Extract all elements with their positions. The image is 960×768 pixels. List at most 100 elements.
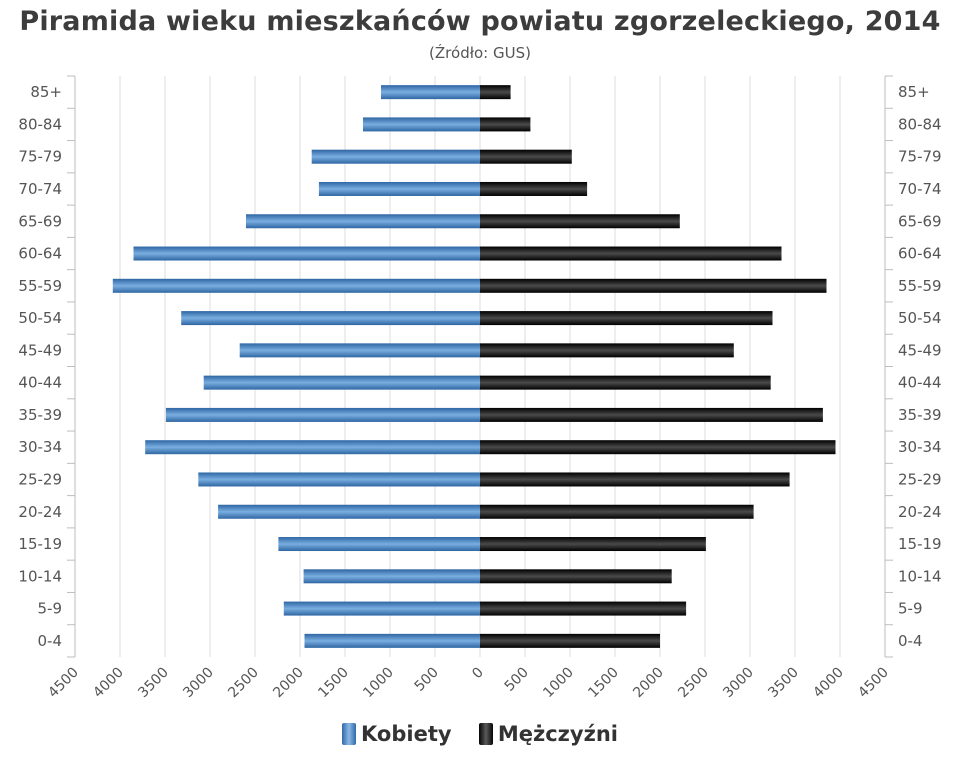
category-label-right: 20-24 [898,503,942,521]
category-label-left: 40-44 [18,374,62,392]
bar-kobiety [246,214,480,229]
x-tick-label: 3000 [720,665,757,702]
bar-mezczyzni [480,246,782,261]
category-label-right: 30-34 [898,438,942,456]
category-label-left: 75-79 [18,148,62,166]
legend-item-mezczyzni[interactable]: Mężczyźni [478,722,618,746]
bar-mezczyzni [480,149,572,164]
bar-kobiety [318,181,480,196]
category-label-left: 45-49 [18,341,62,359]
x-tick-label: 3500 [765,665,802,702]
category-label-right: 35-39 [898,406,942,424]
x-tick-label: 500 [412,665,442,695]
category-label-right: 40-44 [898,374,942,392]
bar-mezczyzni [480,278,827,293]
category-label-right: 60-64 [898,245,942,263]
bar-mezczyzni [480,440,836,455]
bar-mezczyzni [480,214,680,229]
bar-mezczyzni [480,85,511,100]
category-label-left: 5-9 [38,600,63,618]
bar-mezczyzni [480,343,734,358]
bar-kobiety [181,311,480,326]
bar-kobiety [303,569,480,584]
chart-title: Piramida wieku mieszkańców powiatu zgorz… [19,6,941,37]
axes [67,75,893,658]
category-label-left: 50-54 [18,309,62,327]
category-label-left: 65-69 [18,212,62,230]
category-label-right: 25-29 [898,470,942,488]
bar-mezczyzni [480,601,687,616]
legend-swatch-kobiety [342,723,357,745]
category-label-right: 45-49 [898,341,942,359]
category-label-right: 0-4 [898,632,923,650]
x-tick-label: 1000 [360,665,397,702]
bar-mezczyzni [480,375,771,390]
category-label-left: 20-24 [18,503,62,521]
bar-kobiety [381,85,480,100]
category-label-right: 15-19 [898,535,942,553]
x-tick-label: 3000 [180,665,217,702]
category-label-right: 75-79 [898,148,942,166]
category-label-left: 35-39 [18,406,62,424]
bar-kobiety [218,504,480,519]
legend-item-kobiety[interactable]: Kobiety [342,722,452,746]
x-tick-label: 3500 [135,665,172,702]
x-tick-label: 1500 [585,665,622,702]
x-tick-label: 4000 [810,665,847,702]
bar-kobiety [198,472,481,487]
bar-mezczyzni [480,311,773,326]
bar-kobiety [239,343,480,358]
category-label-left: 30-34 [18,438,62,456]
bar-kobiety [112,278,481,293]
category-label-left: 25-29 [18,470,62,488]
category-label-right: 50-54 [898,309,942,327]
category-label-left: 70-74 [18,180,62,198]
chart-subtitle: (Źródło: GUS) [429,44,531,62]
x-tick-label: 1500 [315,665,352,702]
x-tick-label: 0 [469,665,487,683]
legend: Kobiety Mężczyźni [0,722,960,750]
bar-mezczyzni [480,537,706,552]
category-label-right: 80-84 [898,115,942,133]
category-label-left: 10-14 [18,567,62,585]
category-label-left: 15-19 [18,535,62,553]
x-tick-label: 2000 [270,665,307,702]
x-tick-label: 4000 [90,665,127,702]
bar-mezczyzni [480,407,823,422]
bar-kobiety [203,375,480,390]
bar-kobiety [133,246,480,261]
category-label-left: 0-4 [38,632,63,650]
bar-mezczyzni [480,472,790,487]
x-tick-label: 2500 [225,665,262,702]
category-label-right: 55-59 [898,277,942,295]
category-label-right: 85+ [898,83,930,101]
bar-kobiety [165,407,480,422]
legend-label-kobiety: Kobiety [361,722,452,746]
category-label-left: 85+ [30,83,62,101]
x-tick-label: 4500 [45,665,82,702]
x-tick-label: 1000 [540,665,577,702]
category-label-right: 70-74 [898,180,942,198]
x-tick-label: 2500 [675,665,712,702]
bar-mezczyzni [480,569,672,584]
bar-kobiety [145,440,480,455]
bar-mezczyzni [480,117,531,132]
bar-kobiety [311,149,480,164]
legend-label-mezczyzni: Mężczyźni [497,722,618,746]
category-label-right: 10-14 [898,567,942,585]
bar-kobiety [363,117,480,132]
bar-mezczyzni [480,181,588,196]
bar-kobiety [278,537,480,552]
x-tick-label: 2000 [630,665,667,702]
bar-kobiety [283,601,480,616]
bar-mezczyzni [480,633,660,648]
category-label-left: 80-84 [18,115,62,133]
category-label-right: 5-9 [898,600,923,618]
bars [112,85,836,648]
axis-labels: 85+ 85+ 80-84 80-84 75-79 75-79 70-74 70-74 65-6… [18,83,941,701]
category-label-left: 55-59 [18,277,62,295]
legend-swatch-mezczyzni [478,723,493,745]
category-label-left: 60-64 [18,245,62,263]
bar-mezczyzni [480,504,754,519]
